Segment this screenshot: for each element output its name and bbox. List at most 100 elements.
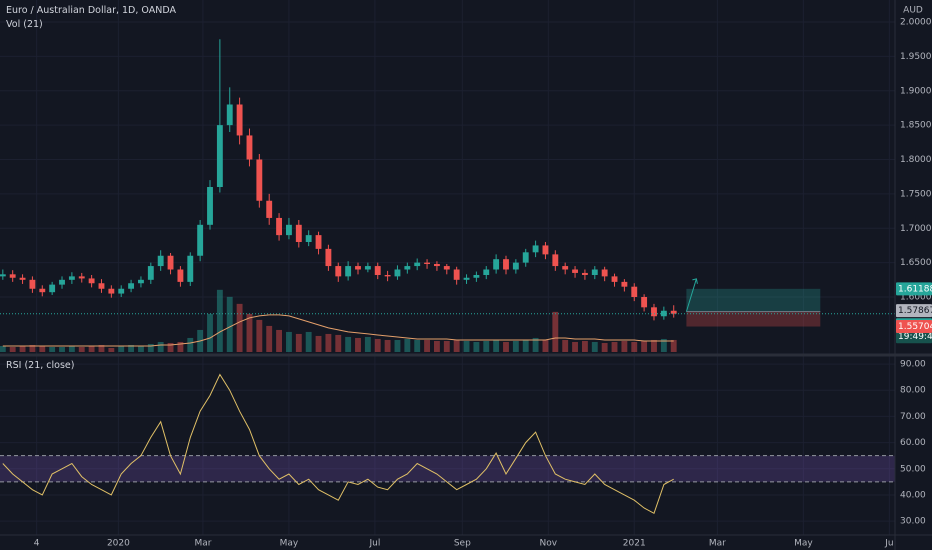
candle-body xyxy=(364,266,371,270)
candle-body xyxy=(651,307,657,317)
x-tick-label: Ju xyxy=(884,539,893,549)
candle-body xyxy=(522,252,529,263)
candle-body xyxy=(68,276,75,280)
y-tick-label: 1.70000 xyxy=(900,224,932,234)
candle-body xyxy=(572,269,578,273)
volume-bar xyxy=(493,339,500,352)
volume-bar xyxy=(512,340,519,352)
candle-body xyxy=(591,269,598,275)
stop-price-tag-bg xyxy=(896,320,932,334)
volume-bar xyxy=(276,329,283,352)
volume-bar xyxy=(443,340,450,352)
volume-bar xyxy=(641,340,648,352)
volume-bar xyxy=(572,341,578,352)
volume-bar xyxy=(9,346,16,352)
volume-bar xyxy=(404,338,411,352)
volume-bar xyxy=(177,341,184,352)
candle-body xyxy=(641,297,648,308)
volume-bar xyxy=(256,319,263,352)
volume-bar xyxy=(68,345,75,352)
candle-body xyxy=(503,259,509,270)
candle-body xyxy=(118,288,125,294)
candle-body xyxy=(295,224,302,242)
candle-body xyxy=(286,224,292,236)
volume-bar xyxy=(562,339,569,352)
volume-bar xyxy=(394,339,401,352)
candle-body xyxy=(581,272,588,275)
stop-price-tag: 1.55704 xyxy=(898,322,932,332)
volume-bar xyxy=(414,339,421,352)
volume-bar xyxy=(660,338,667,352)
candle-body xyxy=(305,235,312,242)
candle-body xyxy=(493,259,500,270)
volume-bar xyxy=(522,339,529,352)
volume-bar xyxy=(345,336,352,352)
volume-bar xyxy=(286,331,292,352)
volume-bar xyxy=(118,345,125,352)
entry-price-tag-bg xyxy=(896,304,932,318)
volume-legend: Vol (21) xyxy=(6,19,43,30)
candle-body xyxy=(19,277,26,280)
countdown-tag: 19:49:45 xyxy=(898,332,932,342)
volume-bar xyxy=(631,341,638,352)
rsi-tick-label: 60.00 xyxy=(900,438,926,448)
volume-bar xyxy=(473,341,480,352)
volume-bar xyxy=(167,342,174,352)
candle-body xyxy=(147,266,154,280)
candle-body xyxy=(49,284,56,293)
candle-body xyxy=(226,104,233,126)
volume-bar xyxy=(670,339,677,352)
candle-body xyxy=(236,104,243,136)
x-tick-label: Mar xyxy=(709,539,726,549)
candle-body xyxy=(88,278,95,284)
x-tick-label: 4 xyxy=(34,539,40,549)
target-price-tag-bg xyxy=(896,282,932,296)
candle-body xyxy=(266,200,273,218)
candle-body xyxy=(256,159,263,201)
y-tick-label: 1.80000 xyxy=(900,155,932,165)
y-tick-label: 1.95000 xyxy=(900,52,932,62)
volume-bar xyxy=(216,289,223,352)
y-tick-label: 1.65000 xyxy=(900,258,932,268)
volume-bar xyxy=(552,311,559,352)
y-tick-label: 1.85000 xyxy=(900,121,932,131)
candle-body xyxy=(9,274,16,278)
candle-body xyxy=(384,275,391,277)
candle-body xyxy=(483,269,490,275)
candle-body xyxy=(0,274,6,277)
position-stop-zone xyxy=(686,311,821,327)
candle-body xyxy=(138,279,144,284)
candle-body xyxy=(276,217,283,236)
axes: 42020MarMayJulSepNov2021MarMayJu1.600001… xyxy=(34,18,932,549)
volume-bar xyxy=(49,346,56,352)
rsi-tick-label: 40.00 xyxy=(900,490,926,500)
candle-body xyxy=(157,255,164,267)
volume-bar xyxy=(384,339,391,352)
rsi-tick-label: 50.00 xyxy=(900,464,926,474)
volume-bar xyxy=(98,344,105,352)
rsi-tick-label: 30.00 xyxy=(900,517,926,527)
grid xyxy=(0,0,895,535)
volume-bar xyxy=(581,340,588,352)
volume-bar xyxy=(266,325,273,352)
candle-body xyxy=(433,264,440,267)
volume-bar xyxy=(138,345,144,352)
candle-body xyxy=(621,281,628,287)
volume-bar xyxy=(19,345,26,352)
volume-bar xyxy=(651,339,657,352)
candle-body xyxy=(167,255,174,270)
volume-bar xyxy=(483,340,490,352)
volume-bar xyxy=(78,346,85,352)
volume-bar xyxy=(147,343,154,352)
x-tick-label: Nov xyxy=(539,539,557,549)
volume-bar xyxy=(315,335,322,352)
volume-bar xyxy=(187,337,194,352)
candle-body xyxy=(187,255,194,282)
y-tick-label: 1.75000 xyxy=(900,189,932,199)
candle-body xyxy=(512,262,519,270)
candle-body xyxy=(335,266,342,277)
candle-body xyxy=(414,262,421,267)
volume-bar xyxy=(226,296,233,352)
